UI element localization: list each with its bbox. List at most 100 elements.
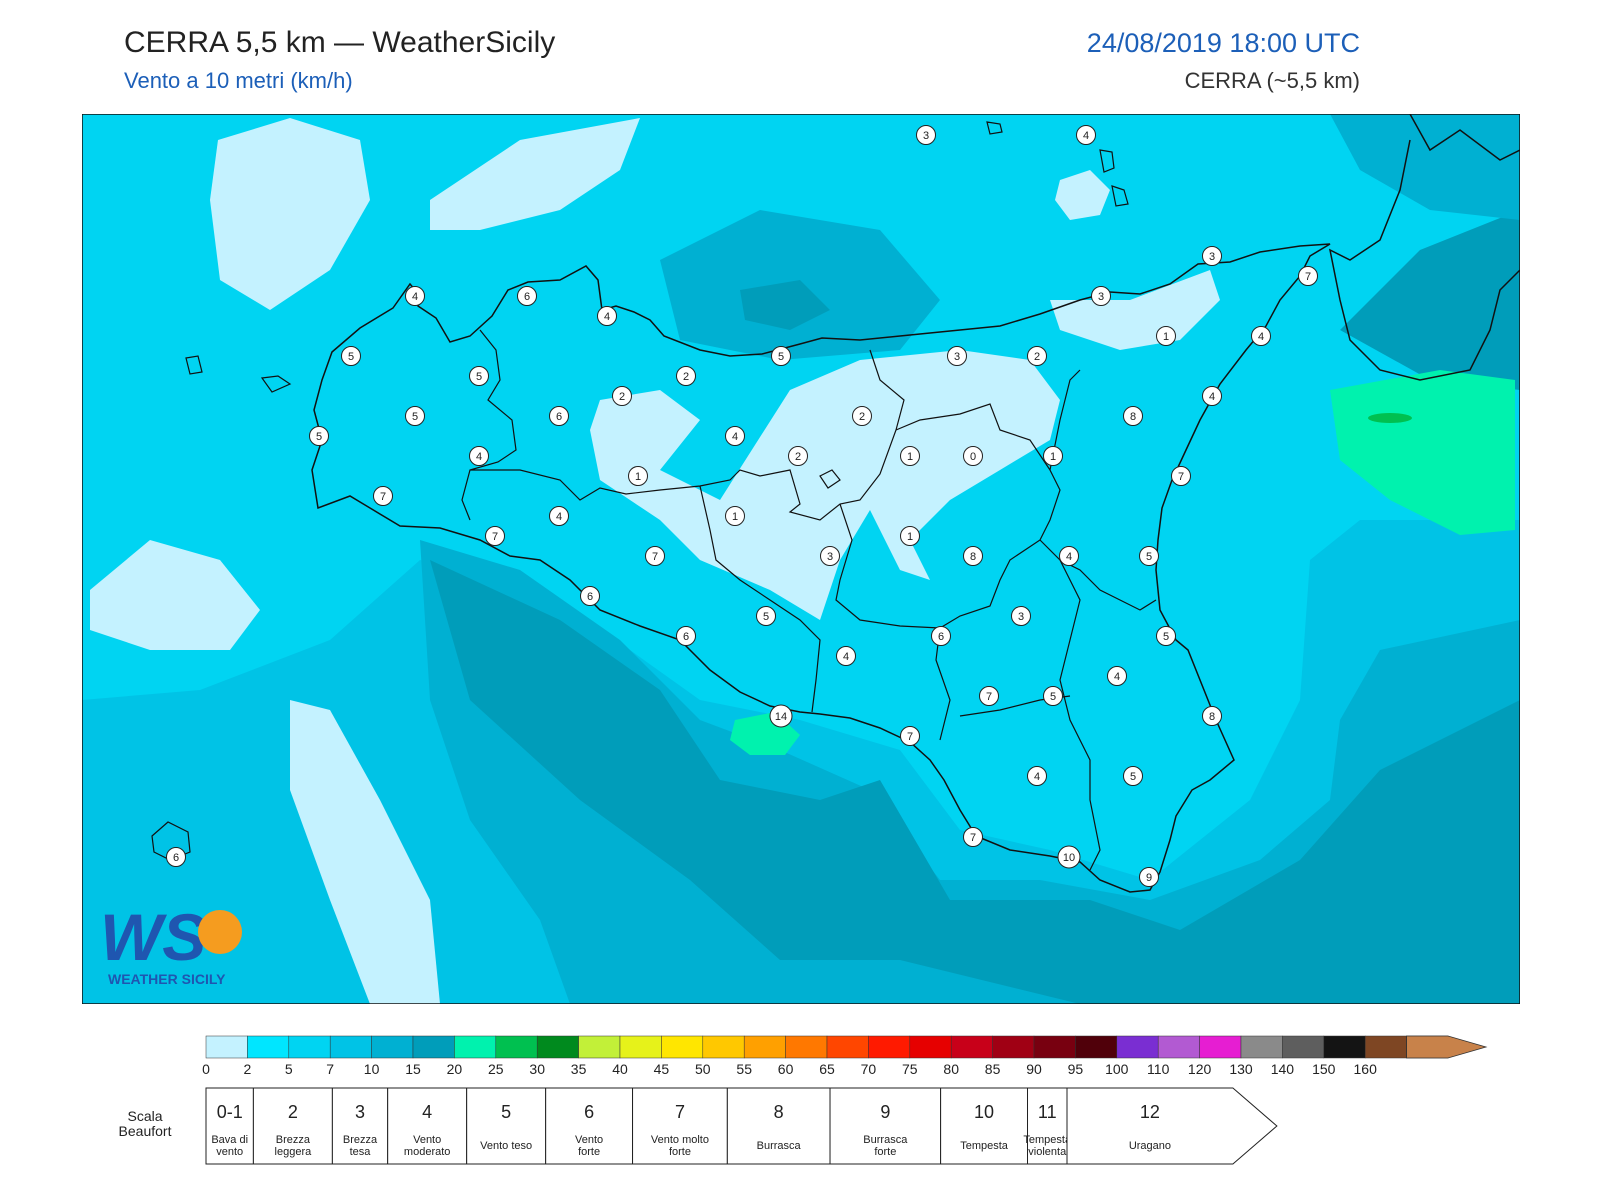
station-marker: 7 (373, 486, 393, 506)
station-value: 0 (970, 451, 976, 463)
station-marker: 6 (580, 586, 600, 606)
colorbar-swatch (1033, 1035, 1076, 1059)
model-label: CERRA (~5,5 km) (1184, 68, 1360, 93)
station-marker: 4 (405, 286, 425, 306)
station-marker-circle (836, 646, 856, 666)
station-marker: 5 (1139, 546, 1159, 566)
beaufort-box (545, 1087, 634, 1165)
colorbar-swatch (205, 1035, 248, 1059)
station-marker: 1 (1156, 326, 1176, 346)
station-value: 1 (732, 511, 738, 523)
colorbar-tick-label: 2 (244, 1061, 252, 1077)
station-marker: 5 (1043, 686, 1063, 706)
station-marker: 7 (963, 827, 983, 847)
beaufort-description: Vento teso (480, 1140, 532, 1152)
weathersicily-logo: WS WEATHER SICILY (100, 900, 242, 987)
colorbar-swatch (1364, 1035, 1407, 1059)
station-marker-circle (612, 386, 632, 406)
station-marker-circle (469, 446, 489, 466)
station-marker: 6 (931, 626, 951, 646)
station-value: 7 (1178, 471, 1184, 483)
station-marker-circle (597, 306, 617, 326)
station-marker: 4 (549, 506, 569, 526)
station-marker-circle (1171, 466, 1191, 486)
pantelleria-island (151, 821, 191, 861)
colorbar-swatch (619, 1035, 662, 1059)
station-value: 1 (907, 451, 913, 463)
station-value: 6 (938, 631, 944, 643)
station-value: 14 (775, 711, 787, 723)
station-value: 3 (1209, 251, 1215, 263)
colorbar-tick-label: 50 (695, 1061, 711, 1077)
station-marker: 5 (771, 346, 791, 366)
colorbar-tick-label: 90 (1026, 1061, 1042, 1077)
station-marker-circle (1202, 386, 1222, 406)
station-value: 5 (1146, 551, 1152, 563)
station-value: 8 (970, 551, 976, 563)
logo-sun-icon (198, 910, 242, 954)
station-marker: 3 (1091, 286, 1111, 306)
station-value: 6 (524, 291, 530, 303)
station-value: 4 (476, 451, 482, 463)
aeolian-islands (986, 121, 1129, 207)
station-value: 7 (907, 731, 913, 743)
beaufort-number: 6 (584, 1102, 594, 1122)
wind-field-calm-aeolian (1055, 170, 1110, 220)
station-marker-circle (373, 486, 393, 506)
station-marker: 10 (1057, 845, 1081, 869)
logo-ws-mark: WS (100, 900, 206, 974)
station-marker-circle (1107, 666, 1127, 686)
colorbar-swatch (412, 1035, 455, 1059)
station-marker: 7 (485, 526, 505, 546)
station-marker-circle (1139, 546, 1159, 566)
station-marker-circle (900, 446, 920, 466)
station-marker-circle (676, 366, 696, 386)
beaufort-description: leggera (275, 1146, 313, 1158)
beaufort-description: Bava di (211, 1134, 248, 1146)
beaufort-number: 0-1 (217, 1102, 243, 1122)
colorbar-tick-label: 30 (529, 1061, 545, 1077)
station-value: 5 (316, 431, 322, 443)
colorbar-swatch (1075, 1035, 1118, 1059)
beaufort-box (1027, 1087, 1068, 1165)
colorbar-tick-label: 45 (654, 1061, 670, 1077)
station-marker-circle (916, 125, 936, 145)
station-marker-circle (725, 506, 745, 526)
beaufort-description: Tempesta (960, 1140, 1009, 1152)
colorbar-tick-label: 60 (778, 1061, 794, 1077)
calabria-coastline (1328, 114, 1520, 381)
station-value: 9 (1146, 872, 1152, 884)
station-marker: 8 (1202, 706, 1222, 726)
station-value: 4 (1083, 130, 1089, 142)
station-value: 7 (1305, 271, 1311, 283)
station-marker-circle (852, 406, 872, 426)
station-value: 1 (1163, 331, 1169, 343)
colorbar-swatch (454, 1035, 497, 1059)
colorbar-tick-label: 120 (1188, 1061, 1212, 1077)
station-value: 1 (907, 531, 913, 543)
wind-field-calm-w (90, 540, 260, 650)
station-marker: 4 (836, 646, 856, 666)
station-value: 1 (635, 471, 641, 483)
station-marker-circle (1202, 706, 1222, 726)
station-marker: 1 (900, 446, 920, 466)
wind-field-strong-east-core (1368, 413, 1412, 423)
wind-field-10-15-north-core (740, 280, 830, 330)
station-marker: 3 (916, 125, 936, 145)
station-marker-circle (900, 526, 920, 546)
colorbar-tick-label: 0 (202, 1061, 210, 1077)
station-value: 5 (412, 411, 418, 423)
wind-field-northeast (1330, 114, 1520, 220)
station-value: 4 (1209, 391, 1215, 403)
station-marker-circle (963, 827, 983, 847)
station-marker-circle (931, 626, 951, 646)
station-marker: 2 (1027, 346, 1047, 366)
station-marker-circle (309, 426, 329, 446)
colorbar-swatch (868, 1035, 911, 1059)
station-value: 7 (492, 531, 498, 543)
colorbar-tick-label: 5 (285, 1061, 293, 1077)
beaufort-category: 8 Burrasca (726, 1087, 831, 1165)
